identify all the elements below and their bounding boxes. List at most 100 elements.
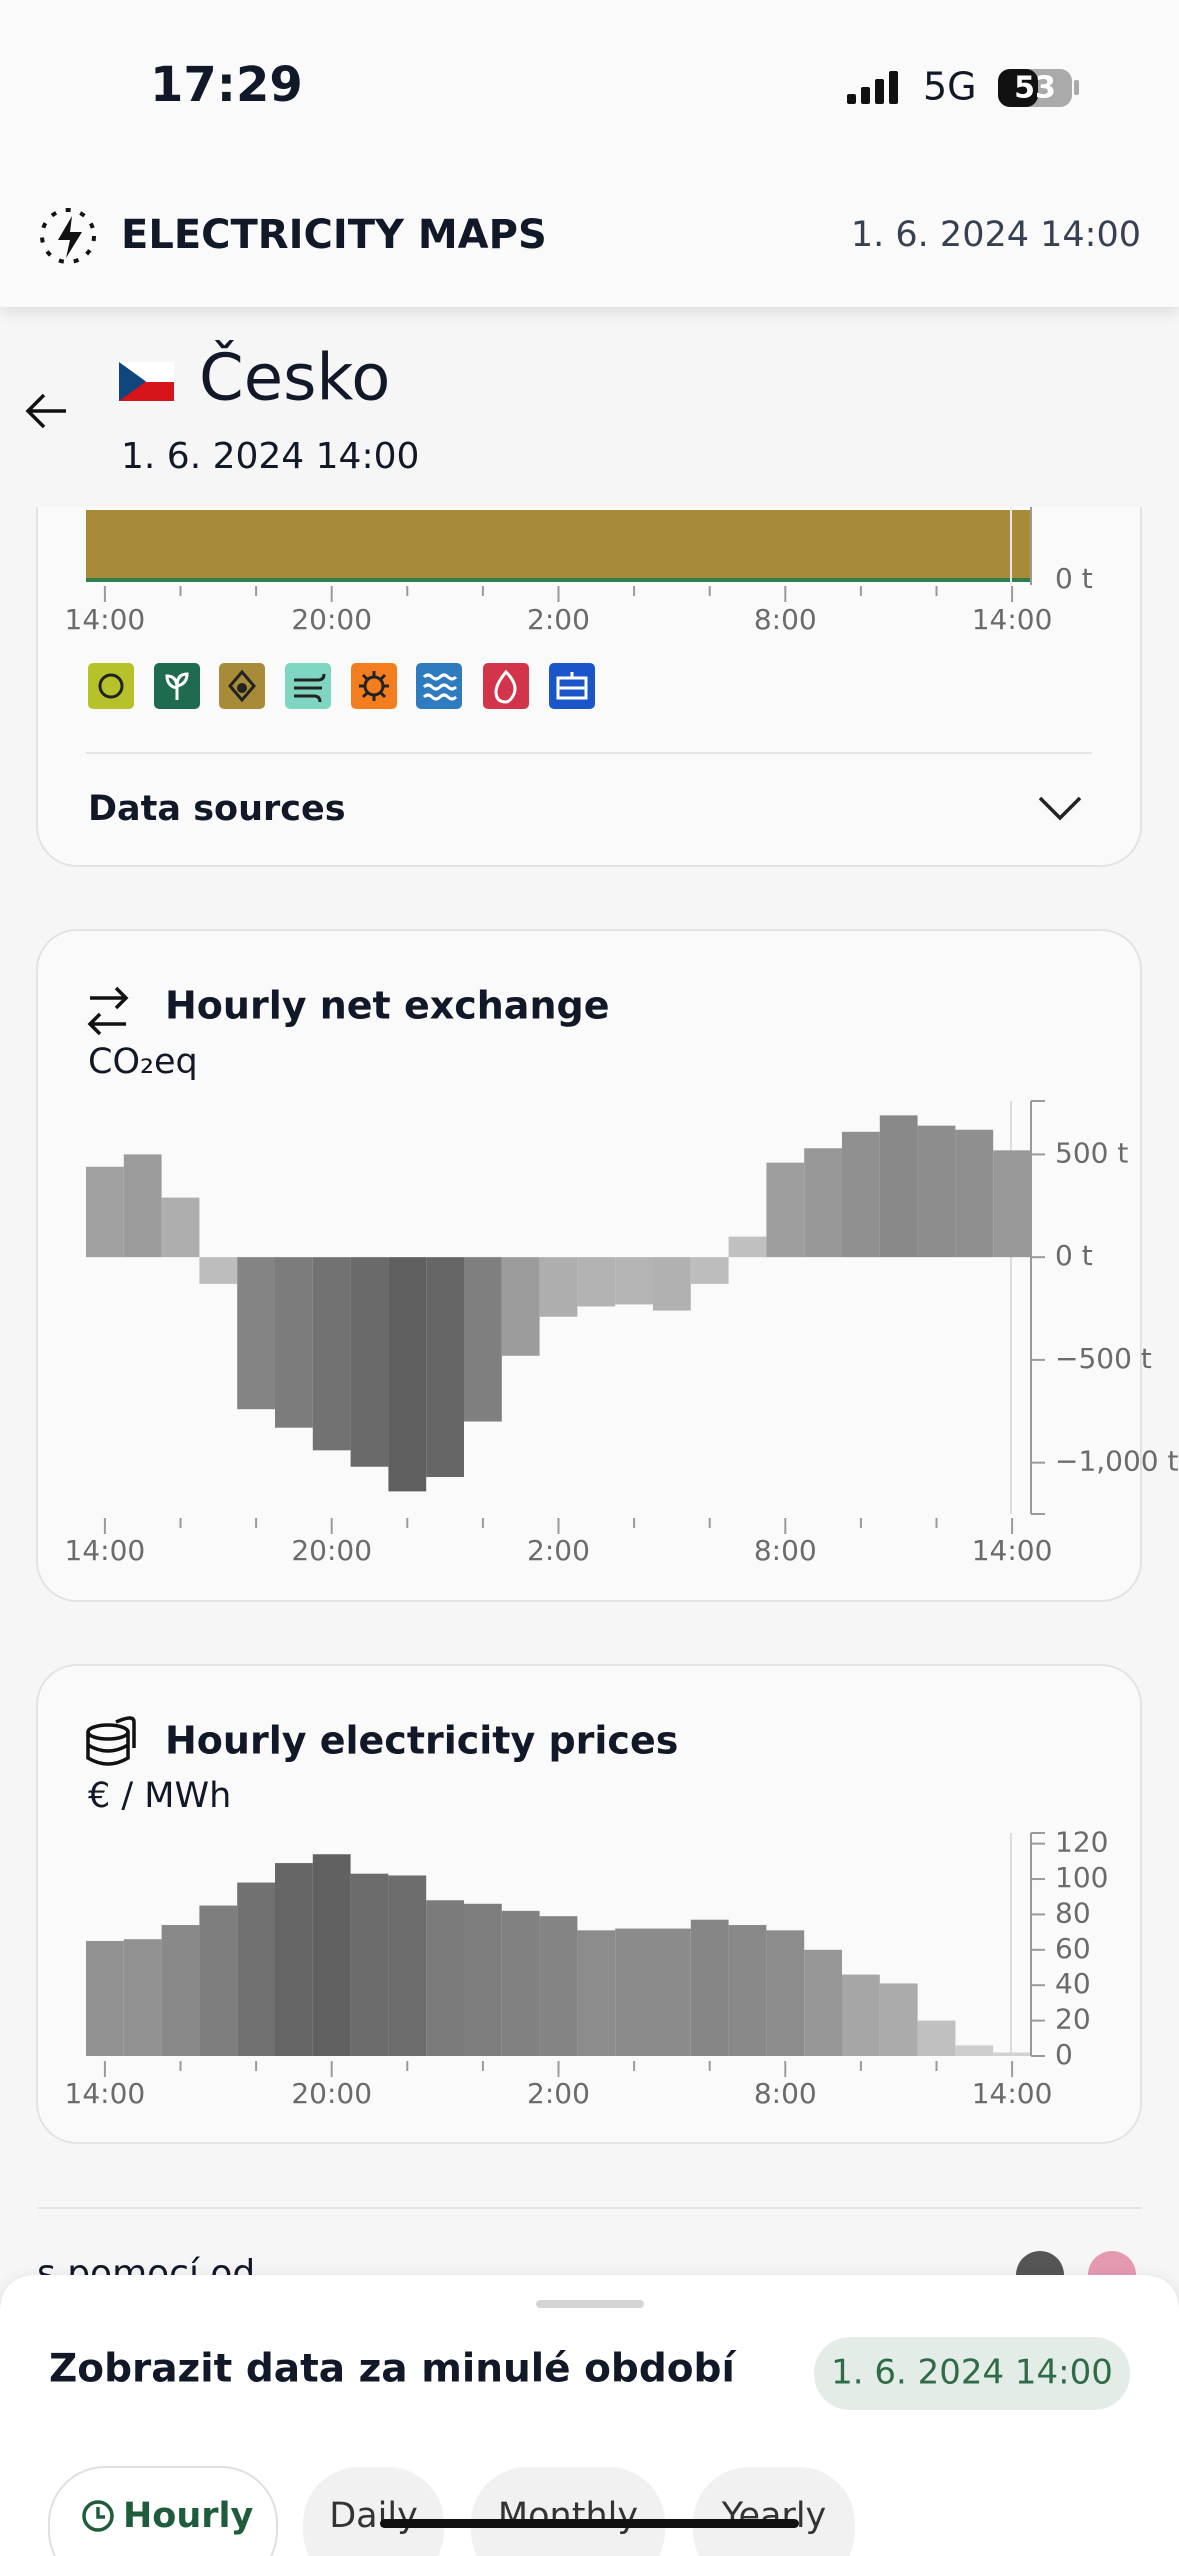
y-tick-label: 20 bbox=[1055, 2003, 1091, 2036]
solar-icon bbox=[351, 663, 397, 709]
signal bbox=[847, 71, 898, 104]
signal-bar bbox=[861, 87, 870, 104]
battery-icon bbox=[549, 663, 595, 709]
bar bbox=[577, 1930, 616, 2056]
wind-icon bbox=[285, 663, 331, 709]
x-tick-label: 14:00 bbox=[972, 603, 1053, 636]
tab[interactable] bbox=[303, 2467, 444, 2556]
date-pill[interactable] bbox=[814, 2337, 1130, 2410]
back-button[interactable] bbox=[25, 393, 66, 429]
tabs: Hourly Daily Monthly Yearly bbox=[48, 2466, 855, 2556]
tab[interactable] bbox=[693, 2467, 855, 2556]
y-tick-label: 0 bbox=[1055, 2038, 1073, 2071]
coin bbox=[86, 1716, 136, 1766]
card-unit: CO₂eq bbox=[88, 1042, 198, 1082]
bar bbox=[879, 1115, 918, 1258]
exchange-icon bbox=[87, 986, 129, 1036]
bar bbox=[917, 1125, 956, 1258]
bar bbox=[993, 2052, 1031, 2056]
y-tick-label: −500 t bbox=[1055, 1342, 1152, 1375]
exchange-chart: 500 t 0 t −500 t −1,000 t 14:00 20:00 2:00 8:00… bbox=[65, 1100, 1179, 1567]
tab[interactable] bbox=[48, 2466, 278, 2556]
bar bbox=[199, 1905, 238, 2056]
x-tick-label: 14:00 bbox=[972, 1534, 1053, 1567]
x-axis: 14:00 20:00 2:00 8:00 14:00 bbox=[65, 586, 1053, 636]
y-tick-label: 0 t bbox=[1055, 562, 1093, 595]
bar bbox=[728, 1925, 767, 2056]
bar bbox=[501, 1257, 540, 1356]
bar bbox=[388, 1257, 427, 1492]
icon-glyph bbox=[294, 673, 326, 703]
production-area bbox=[86, 510, 1031, 582]
bar bbox=[653, 1257, 691, 1311]
bar bbox=[690, 1919, 729, 2056]
bar bbox=[539, 1257, 578, 1317]
zone-header-bg bbox=[0, 307, 1179, 507]
x-tick-label: 14:00 bbox=[972, 2077, 1053, 2110]
chevron[interactable] bbox=[1038, 796, 1082, 821]
tab-label[interactable]: Yearly bbox=[721, 2496, 827, 2536]
bar bbox=[275, 1863, 313, 2056]
bar bbox=[993, 1150, 1031, 1258]
icon-glyph bbox=[228, 669, 256, 703]
sheet-title: Zobrazit data za minulé období bbox=[49, 2347, 737, 2392]
x-tick-label: 2:00 bbox=[527, 2077, 590, 2110]
bar bbox=[804, 1949, 842, 2056]
date-pill-label[interactable]: 1. 6. 2024 14:00 bbox=[831, 2353, 1113, 2393]
icon-glyph bbox=[98, 673, 124, 699]
battery-level bbox=[998, 69, 1038, 107]
bar bbox=[501, 1910, 540, 2056]
bar bbox=[955, 1129, 994, 1258]
x-tick-label: 14:00 bbox=[65, 2077, 146, 2110]
bar bbox=[464, 1903, 502, 2056]
y-tick-label: −1,000 t bbox=[1055, 1445, 1179, 1478]
bar bbox=[804, 1148, 842, 1258]
x-tick-label: 8:00 bbox=[754, 2077, 817, 2110]
icon-glyph bbox=[165, 672, 189, 700]
bar bbox=[350, 1257, 389, 1467]
bar bbox=[766, 1162, 805, 1258]
signal-bar bbox=[847, 94, 856, 104]
network: 5G bbox=[923, 65, 977, 109]
header-datetime: 1. 6. 2024 14:00 bbox=[851, 215, 1141, 255]
bar bbox=[615, 1928, 653, 2056]
production-area bbox=[86, 578, 1031, 582]
x-tick-label: 20:00 bbox=[291, 1534, 372, 1567]
bar bbox=[161, 1925, 200, 2056]
x-tick-label: 14:00 bbox=[65, 1534, 146, 1567]
y-tick-label: 80 bbox=[1055, 1896, 1091, 1929]
coins-icon bbox=[86, 1716, 136, 1766]
clock-icon bbox=[82, 2500, 114, 2532]
data-sources-label[interactable]: Data sources bbox=[88, 789, 346, 829]
x-tick-label: 14:00 bbox=[65, 603, 146, 636]
bar bbox=[86, 1940, 124, 2056]
bar bbox=[199, 1257, 238, 1284]
bar bbox=[350, 1873, 389, 2056]
y-tick-label: 0 t bbox=[1055, 1239, 1093, 1272]
app-header bbox=[0, 0, 1179, 307]
logo bbox=[40, 208, 96, 264]
tab-label[interactable]: Hourly bbox=[123, 2496, 254, 2536]
x-tick-label: 8:00 bbox=[754, 1534, 817, 1567]
battery-cap bbox=[1074, 80, 1079, 95]
x-tick-label: 20:00 bbox=[291, 603, 372, 636]
tab[interactable] bbox=[471, 2467, 665, 2556]
bar bbox=[426, 1900, 464, 2056]
legend-icons bbox=[88, 663, 595, 709]
tab-label[interactable]: Monthly bbox=[498, 2496, 638, 2536]
signal-bar bbox=[875, 79, 884, 104]
card-unit: € / MWh bbox=[88, 1776, 231, 1816]
icon-glyph bbox=[359, 671, 389, 701]
icon-glyph bbox=[363, 675, 385, 697]
bar bbox=[690, 1257, 729, 1284]
tab-label[interactable]: Daily bbox=[329, 2496, 418, 2536]
bar bbox=[237, 1257, 275, 1410]
bar bbox=[539, 1916, 578, 2056]
y-tick-label: 100 bbox=[1055, 1861, 1108, 1894]
bar bbox=[879, 1983, 918, 2056]
signal-bar bbox=[889, 71, 898, 104]
bar bbox=[917, 2020, 956, 2056]
sheet-handle[interactable] bbox=[536, 2300, 644, 2308]
